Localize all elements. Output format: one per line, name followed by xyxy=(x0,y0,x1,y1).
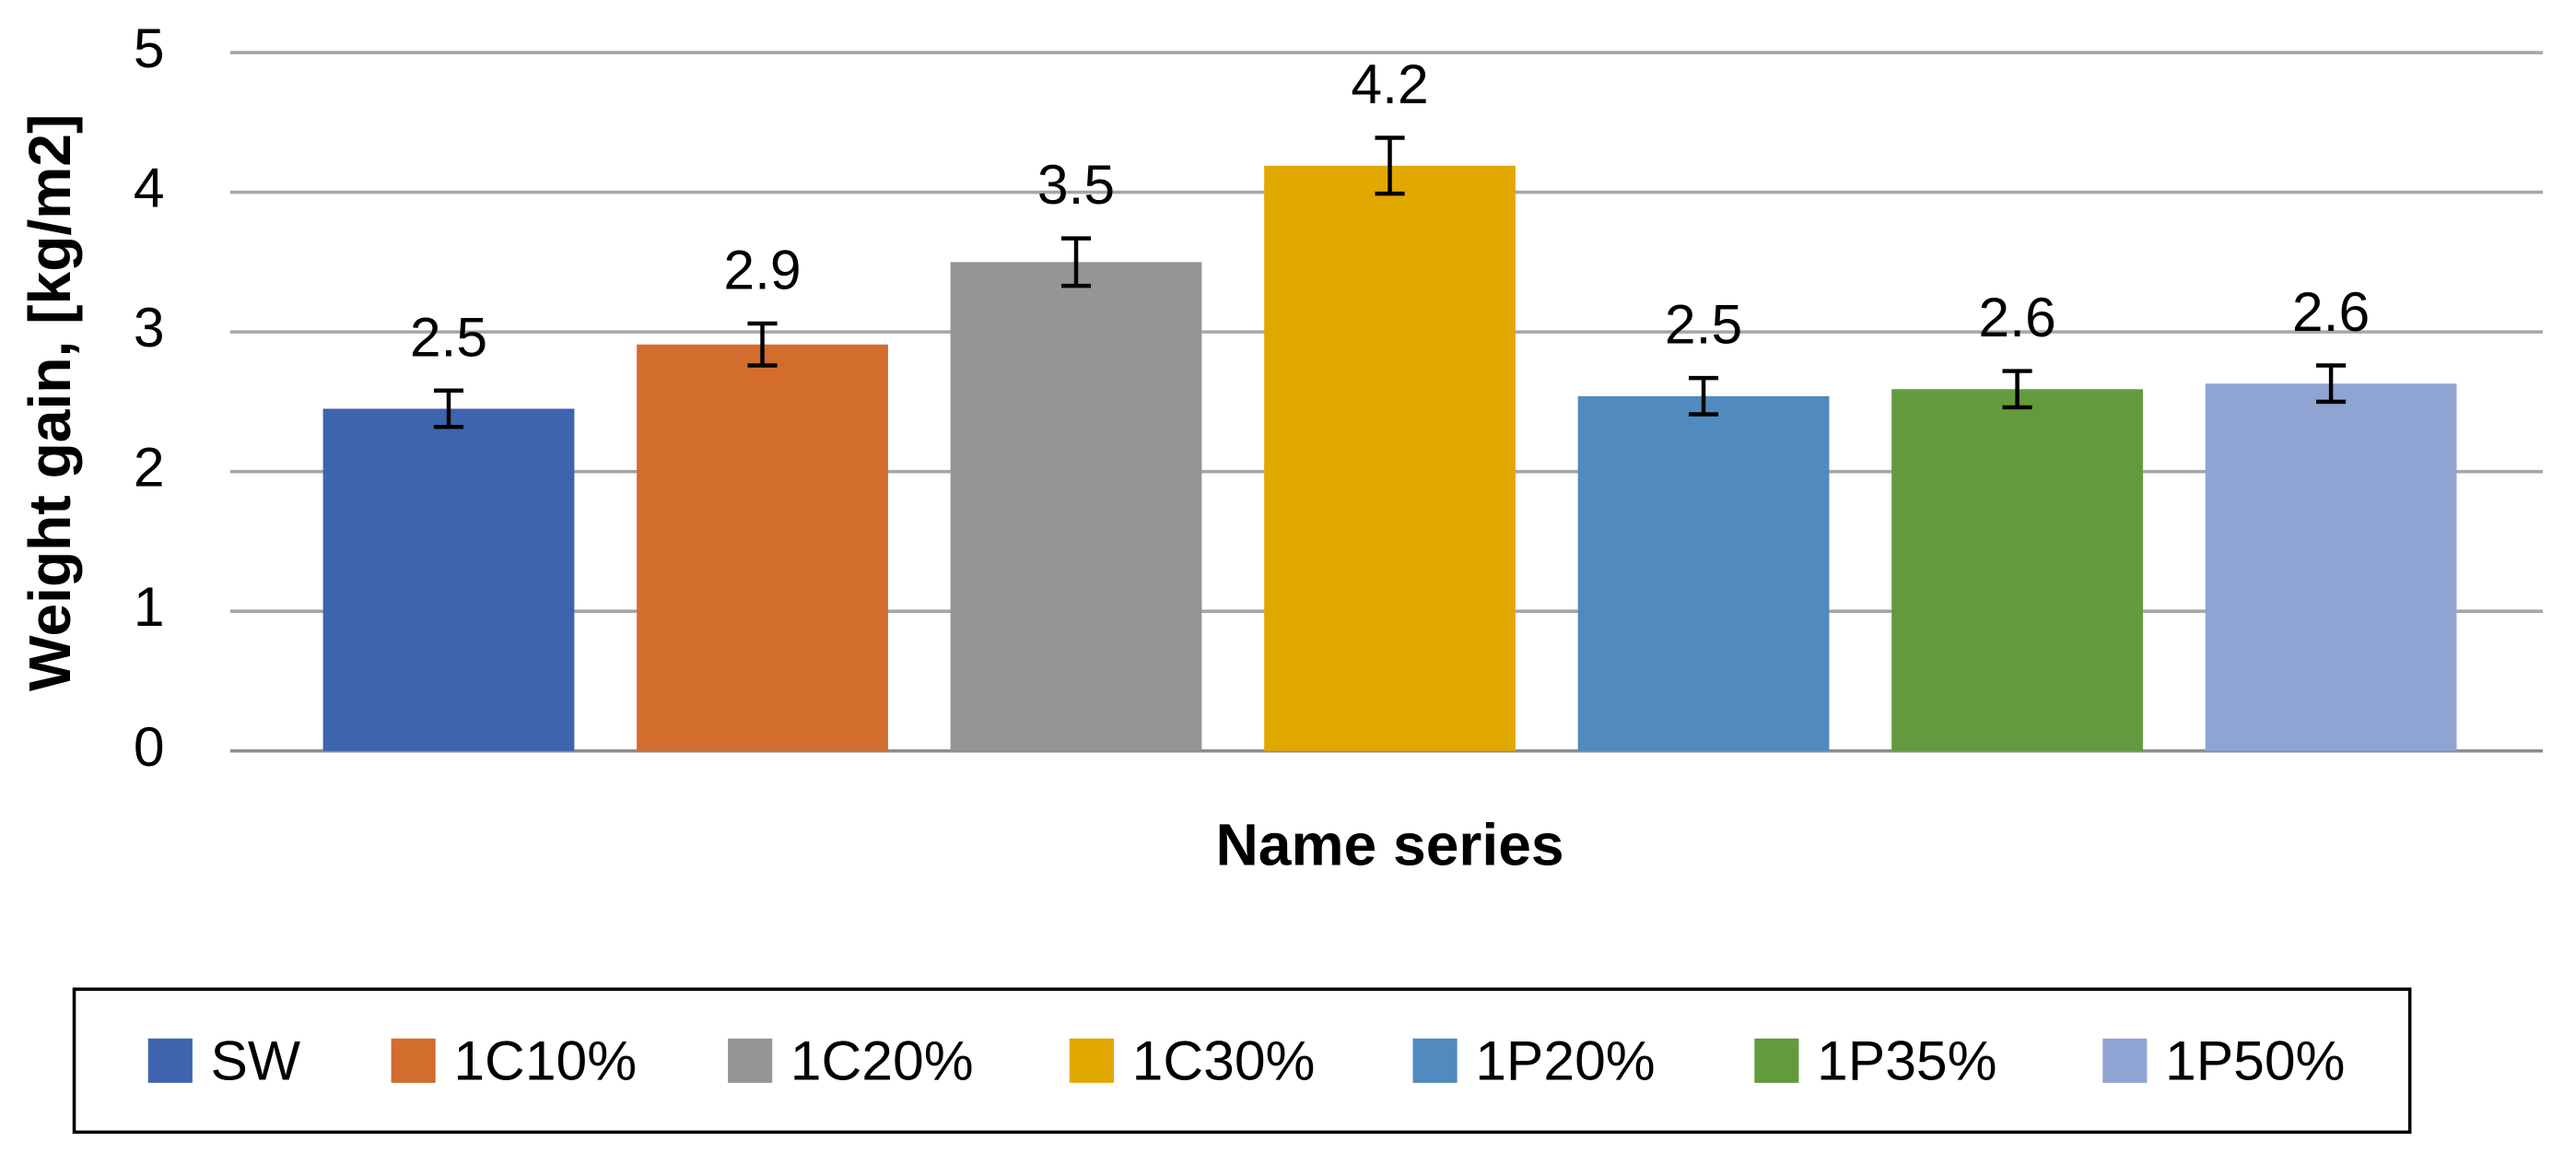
bar xyxy=(1264,165,1516,751)
bar xyxy=(1577,395,1830,751)
y-tick-label: 5 xyxy=(134,17,165,79)
bar xyxy=(1891,389,2143,751)
legend-label: 1C10% xyxy=(453,1029,637,1091)
value-label: 4.2 xyxy=(1351,53,1428,115)
legend-label: 1P50% xyxy=(2165,1029,2345,1091)
bar xyxy=(322,408,575,751)
bar xyxy=(2205,383,2457,751)
y-tick-label: 2 xyxy=(134,436,165,499)
y-tick-label: 3 xyxy=(134,296,165,359)
value-label: 2.6 xyxy=(1978,286,2055,348)
error-bar xyxy=(2002,369,2032,410)
bar xyxy=(950,262,1202,751)
legend-label: SW xyxy=(210,1029,300,1091)
value-label: 3.5 xyxy=(1037,153,1115,216)
value-label: 2.6 xyxy=(2292,280,2370,343)
error-bar xyxy=(1689,375,1719,417)
y-tick-label: 1 xyxy=(134,575,165,638)
legend-swatch xyxy=(2102,1038,2148,1083)
legend-label: 1C30% xyxy=(1132,1029,1316,1091)
legend-swatch xyxy=(728,1038,773,1083)
y-axis-label: Weight gain, [kg/m2] xyxy=(17,114,83,691)
legend-swatch xyxy=(1069,1038,1115,1083)
error-bar xyxy=(433,388,464,430)
legend-swatch xyxy=(391,1038,436,1083)
legend-box xyxy=(72,987,2412,1135)
error-bar xyxy=(1375,135,1405,196)
bar xyxy=(637,344,888,751)
y-tick-label: 4 xyxy=(134,157,165,219)
legend-label: 1P35% xyxy=(1817,1029,1996,1091)
legend-swatch xyxy=(1754,1038,1799,1083)
legend-label: 1P20% xyxy=(1475,1029,1655,1091)
legend-swatch xyxy=(147,1038,193,1083)
value-label: 2.9 xyxy=(723,239,801,301)
legend-swatch xyxy=(1412,1038,1458,1083)
x-axis-label: Name series xyxy=(1215,812,1563,878)
value-label: 2.5 xyxy=(1665,293,1742,356)
y-tick-label: 0 xyxy=(134,715,165,778)
value-label: 2.5 xyxy=(410,305,487,368)
error-bar xyxy=(747,321,778,368)
error-bar xyxy=(1060,236,1092,288)
error-bar xyxy=(2316,363,2347,405)
legend-label: 1C20% xyxy=(790,1029,974,1091)
